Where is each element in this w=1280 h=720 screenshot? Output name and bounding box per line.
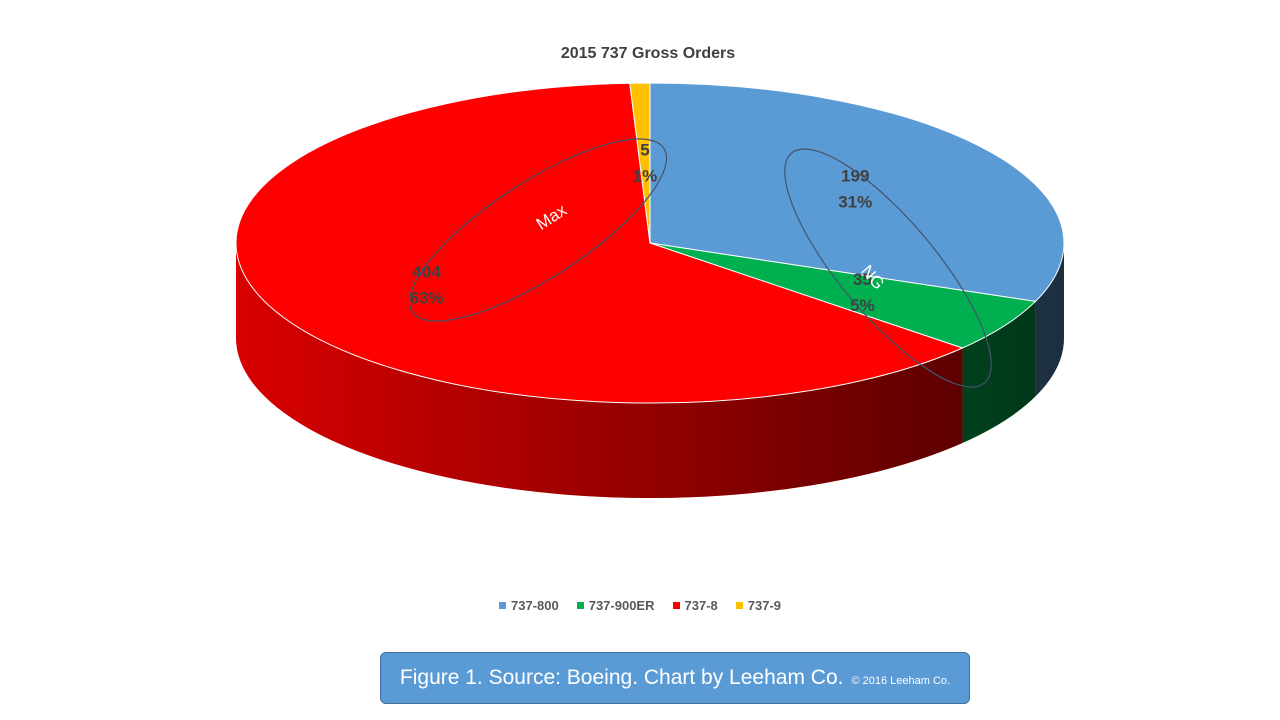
legend-item: 737-8: [672, 598, 718, 613]
slice: [629, 82, 651, 244]
legend-swatch: [499, 602, 506, 609]
footer-text: Figure 1. Source: Boeing. Chart by Leeha…: [399, 666, 844, 689]
value-label: 35: [853, 270, 872, 289]
slice: [649, 242, 1037, 349]
share-label: 5%: [850, 296, 875, 315]
chart: 2015 737 Gross Orders 199 31% 35 5% 404 63% 5 1…: [235, 45, 1065, 499]
legend-label: 737-8: [684, 598, 718, 613]
legend-swatch: [672, 602, 680, 609]
legend-item: 737-9: [735, 598, 781, 613]
share-label: 31%: [838, 192, 872, 211]
share-label: 1%: [633, 167, 658, 186]
value-label: 199: [841, 166, 869, 185]
legend-label: 737-800: [511, 598, 559, 613]
slice: [649, 82, 1065, 302]
legend-label: 737-9: [747, 598, 781, 613]
slice: [235, 82, 964, 404]
slice-side-shade: [1035, 243, 1064, 397]
legend-item: 737-900ER: [576, 598, 655, 613]
legend: 737-800 737-900ER 737-8 737-9: [0, 598, 1280, 613]
value-label: 404: [412, 262, 441, 281]
footer-box: Figure 1. Source: Boeing. Chart by Leeha…: [380, 652, 970, 704]
footer-copyright: © 2016 Leeham Co.: [851, 675, 951, 687]
legend-swatch: [735, 602, 743, 609]
legend-swatch: [576, 602, 584, 609]
chart-title: 2015 737 Gross Orders: [561, 45, 735, 62]
value-label: 5: [640, 141, 649, 160]
annotation-ellipse: [408, 138, 668, 322]
legend-item: 737-800: [499, 598, 559, 613]
slice-side-shade: [962, 301, 1036, 443]
annotation-ellipse: [784, 148, 992, 388]
legend-label: 737-900ER: [588, 598, 655, 613]
slice-side-shade: [236, 243, 963, 499]
share-label: 63%: [410, 288, 444, 307]
